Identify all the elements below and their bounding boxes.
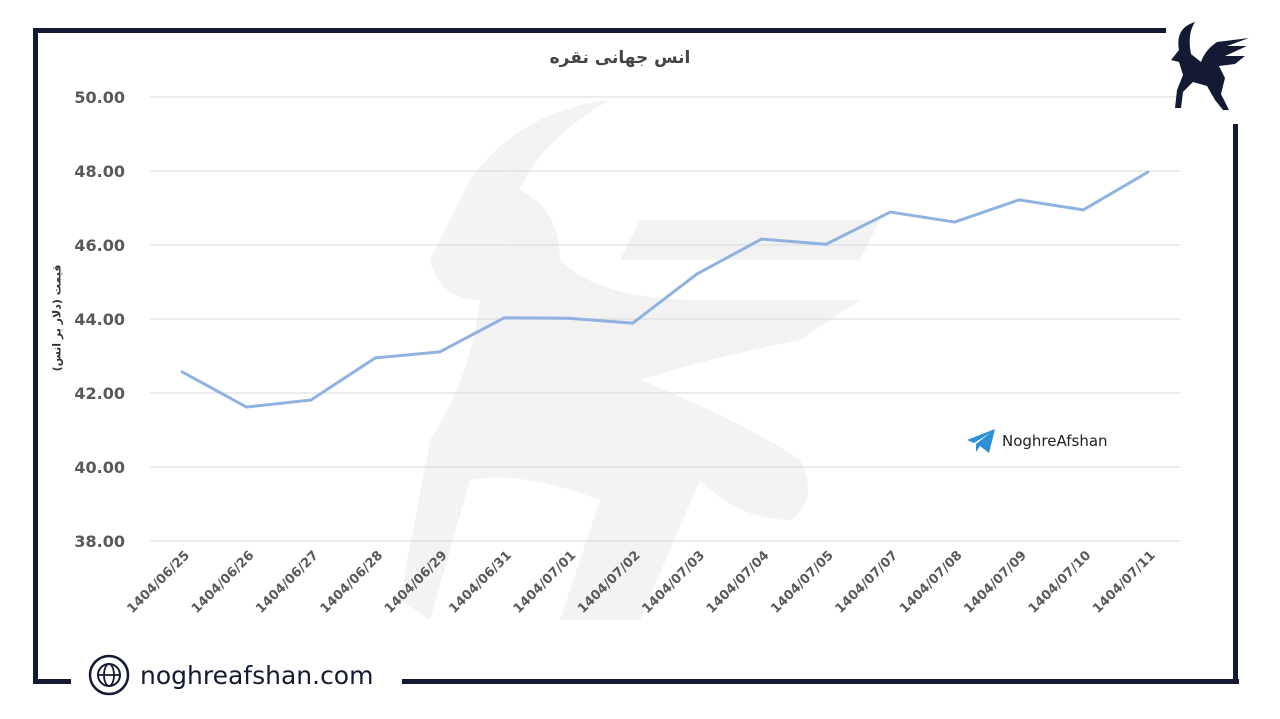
- data-point: [631, 321, 635, 325]
- data-point: [180, 370, 184, 374]
- x-tick-label: 1404/07/07: [833, 548, 901, 616]
- y-axis-label: قیمت (دلار بر انس): [50, 264, 64, 372]
- y-tick-label: 46.00: [74, 236, 125, 255]
- globe-icon: [88, 654, 130, 696]
- series-line: [181, 170, 1149, 409]
- data-point: [373, 356, 377, 360]
- telegram-icon: [967, 429, 995, 453]
- x-tick-label: 1404/06/25: [125, 548, 193, 616]
- x-tick-label: 1404/07/04: [704, 548, 772, 616]
- data-point: [1081, 208, 1085, 212]
- data-point: [438, 350, 442, 354]
- y-tick-label: 50.00: [74, 88, 125, 107]
- data-point: [566, 316, 570, 320]
- data-point: [309, 398, 313, 402]
- website-link[interactable]: noghreafshan.com: [140, 660, 374, 690]
- x-tick-label: 1404/06/28: [318, 548, 386, 616]
- x-tick-label: 1404/06/26: [189, 548, 257, 616]
- winged-goat-logo: [1171, 22, 1249, 110]
- y-tick-label: 40.00: [74, 458, 125, 477]
- x-tick-label: 1404/07/05: [768, 548, 836, 616]
- y-tick-label: 44.00: [74, 310, 125, 329]
- data-point: [695, 272, 699, 276]
- data-point: [1017, 198, 1021, 202]
- data-point: [888, 210, 892, 214]
- x-tick-label: 1404/07/11: [1090, 548, 1158, 616]
- frame-left: [33, 28, 38, 684]
- data-point: [245, 405, 249, 409]
- telegram-handle: NoghreAfshan: [1002, 432, 1108, 450]
- data-point: [760, 237, 764, 241]
- x-tick-label: 1404/07/10: [1026, 548, 1094, 616]
- y-tick-label: 42.00: [74, 384, 125, 403]
- watermark-logo: [400, 100, 880, 620]
- y-tick-label: 48.00: [74, 162, 125, 181]
- telegram-watermark: NoghreAfshan: [966, 428, 1108, 454]
- x-tick-label: 1404/06/27: [253, 548, 321, 616]
- y-tick-label: 38.00: [74, 532, 125, 551]
- chart-title: انس جهانی نقره: [549, 48, 691, 68]
- data-point: [502, 316, 506, 320]
- frame-bottom-left: [33, 679, 71, 684]
- x-tick-label: 1404/07/09: [961, 548, 1029, 616]
- x-tick-label: 1404/06/31: [446, 548, 514, 616]
- data-point: [824, 242, 828, 246]
- frame-top: [33, 28, 1166, 33]
- x-tick-label: 1404/07/08: [897, 548, 965, 616]
- data-point: [953, 220, 957, 224]
- frame-right: [1233, 124, 1238, 684]
- data-point: [1146, 170, 1150, 174]
- footer: noghreafshan.com: [88, 654, 373, 696]
- frame-bottom-right: [402, 679, 1239, 684]
